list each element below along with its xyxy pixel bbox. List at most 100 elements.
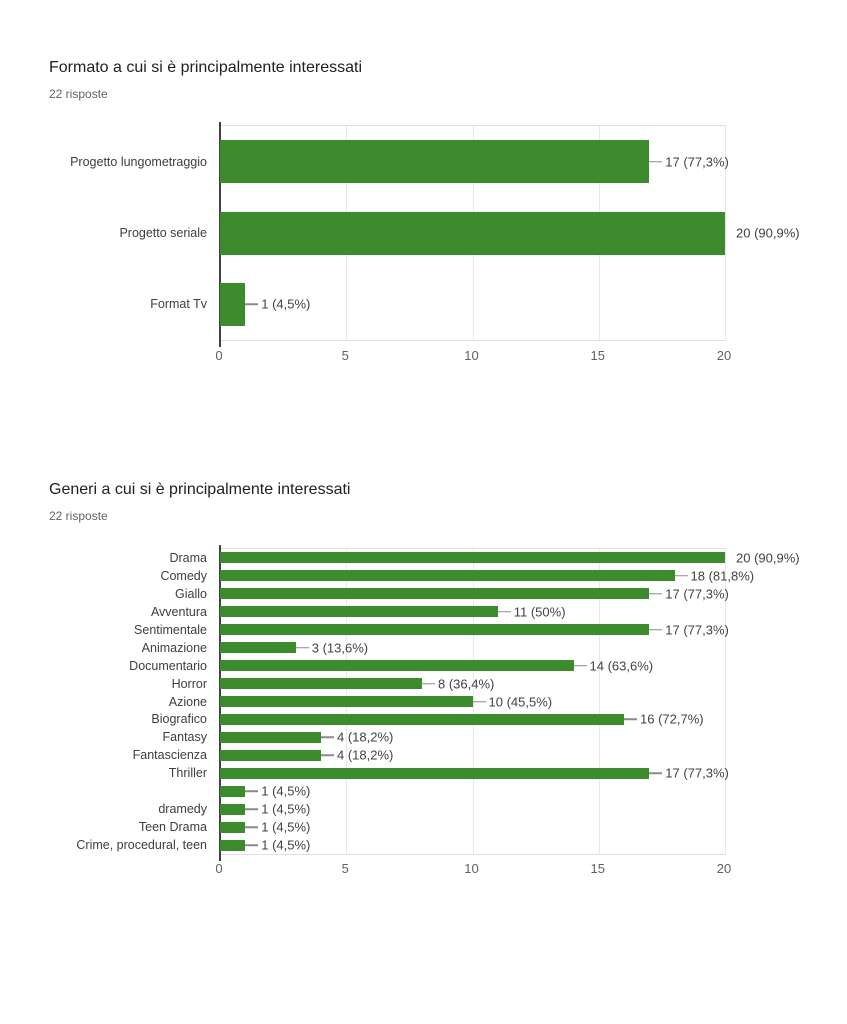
x-axis-tick-label: 10 [464,861,479,876]
category-label: Crime, procedural, teen [76,838,207,853]
bar [220,588,650,600]
value-connector-line [321,736,334,739]
value-label: 14 (63,6%) [589,658,654,674]
value-connector-line [649,772,663,774]
bar [220,749,321,761]
value-label: 11 (50%) [513,604,566,620]
x-axis: 0 5 10 15 20 [215,348,731,364]
value-connector-line [573,664,587,667]
category-label: Teen Drama [138,820,207,835]
category-label: Format Tv [150,297,207,312]
value-connector-line [245,303,259,306]
value-label: 10 (45,5%) [488,694,553,709]
value-connector-line [245,844,259,846]
x-axis-tick-label: 15 [590,861,605,876]
bar [220,678,422,690]
bar [220,624,650,636]
category-label: Thriller [168,766,207,781]
x-axis-tick-label: 0 [215,348,223,363]
x-axis-tick-label: 10 [464,348,479,363]
value-label: 17 (77,3%) [665,154,729,170]
value-label: 17 (77,3%) [665,622,729,638]
bar [220,140,650,184]
category-label: Drama [169,550,207,565]
value-connector-line [624,718,637,721]
chart-title: Formato a cui si è principalmente intere… [49,59,363,76]
value-label: 20 (90,9%) [736,225,800,241]
value-connector-line [422,682,435,685]
category-label: Fantascienza [132,748,207,763]
x-axis-tick-label: 15 [590,348,605,363]
bar [220,552,725,564]
value-label: 8 (36,4%) [438,676,495,692]
bar [220,767,650,779]
responses-count: 22 risposte [49,87,108,101]
value-label: 3 (13,6%) [311,640,369,656]
x-axis-tick-label: 20 [716,861,732,876]
x-axis-tick-label: 5 [341,348,349,363]
value-label: 1 (4,5%) [261,837,311,853]
x-axis-tick-label: 20 [716,348,732,363]
gridline [725,126,726,340]
category-label: Documentario [129,658,207,673]
value-connector-line [674,575,688,577]
gridline [598,549,600,854]
category-label: Sentimentale [134,622,207,637]
x-axis: 0 5 10 15 20 [215,861,731,877]
category-label: Animazione [141,640,207,655]
bar [220,696,473,707]
value-connector-line [295,646,309,649]
value-label: 1 (4,5%) [261,783,311,799]
value-connector-line [649,628,663,631]
x-axis-tick-label: 5 [341,861,349,876]
category-label: Giallo [175,586,207,601]
bar [220,731,321,743]
category-label: dramedy [158,802,207,817]
category-label: Biografico [151,712,207,727]
value-connector-line [472,700,486,703]
category-label: Horror [171,676,207,691]
responses-count: 22 risposte [49,509,108,523]
category-label: Progetto seriale [119,226,207,240]
value-connector-line [649,160,663,163]
value-label: 20 (90,9%) [736,550,800,566]
bar [220,803,246,815]
value-label: 17 (77,3%) [665,586,729,602]
x-axis-tick-label: 0 [215,861,223,876]
value-label: 4 (18,2%) [337,729,394,745]
category-label: Azione [168,694,207,709]
value-label: 1 (4,5%) [261,801,311,817]
category-label: Avventura [150,604,207,619]
value-connector-line [245,826,259,828]
value-label: 16 (72,7%) [640,711,704,727]
plot-area: Drama 20 (90,9%) Comedy 18 (81,8%) Giallo 17 … [76,545,800,861]
bar [220,211,725,255]
y-axis-line [219,122,221,347]
category-label: Progetto lungometraggio [70,154,207,169]
bar [220,839,246,851]
bar [220,282,246,326]
plot-area: Progetto lungometraggio 17 (77,3%) Progett… [70,122,800,347]
value-connector-line [497,611,511,613]
value-label: 4 (18,2%) [337,747,394,763]
value-label: 1 (4,5%) [261,296,311,312]
gridline [725,549,726,854]
bar [220,606,498,618]
value-label: 17 (77,3%) [665,765,729,781]
value-connector-line [245,808,259,810]
value-connector-line [649,593,663,595]
bar [220,785,246,797]
bar [220,570,675,582]
y-axis-line [219,545,221,861]
bar [220,713,624,725]
bar [220,642,296,654]
value-connector-line [245,790,259,792]
value-connector-line [321,754,334,757]
value-label: 18 (81,8%) [690,568,755,584]
category-label: Fantasy [162,730,207,745]
category-label: Comedy [160,568,207,583]
chart-title: Generi a cui si è principalmente interes… [49,481,351,498]
bar [220,821,246,833]
